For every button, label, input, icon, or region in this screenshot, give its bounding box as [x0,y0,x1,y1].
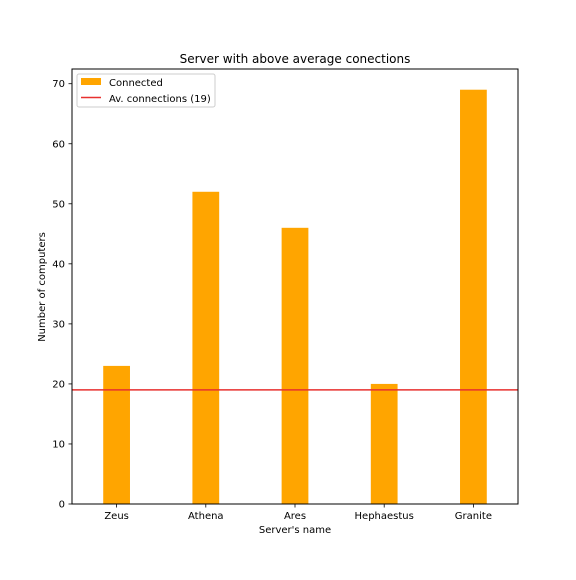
bar-athena [192,191,220,504]
y-tick-label: 40 [52,259,65,270]
x-tick-label: Hephaestus [355,511,414,522]
x-tick-label: Athena [188,511,224,522]
x-tick-label: Zeus [104,511,129,522]
y-tick-label: 0 [59,500,65,511]
bar-granite [460,89,487,505]
plot-frame [71,68,519,505]
x-tick-label: Ares [284,511,306,522]
chart-title: Server with above average conections [180,52,411,66]
bar-zeus [103,365,130,504]
y-tick-label: 20 [52,379,65,390]
legend-box [76,73,216,108]
x-axis-label: Server's name [259,525,331,536]
legend: Connected Av. connections (19) [76,73,216,108]
y-axis-label: Number of computers [37,232,48,342]
x-tick-label: Granite [455,511,492,522]
y-tick-label: 70 [52,79,65,90]
bars-layer [103,89,487,505]
legend-label-connected: Connected [109,78,163,89]
legend-label-average: Av. connections (19) [109,94,211,105]
bar-ares [281,227,309,504]
x-ticks-layer: Zeus Athena Ares Hephaestus Granite [104,504,492,522]
y-tick-label: 30 [52,319,65,330]
y-tick-label: 10 [52,439,65,450]
y-tick-label: 60 [52,139,65,150]
y-tick-label: 50 [52,199,65,210]
legend-swatch-connected [81,78,101,85]
y-ticks-layer: 0 10 20 30 40 50 60 70 [52,79,72,511]
bar-hephaestus [370,383,398,504]
